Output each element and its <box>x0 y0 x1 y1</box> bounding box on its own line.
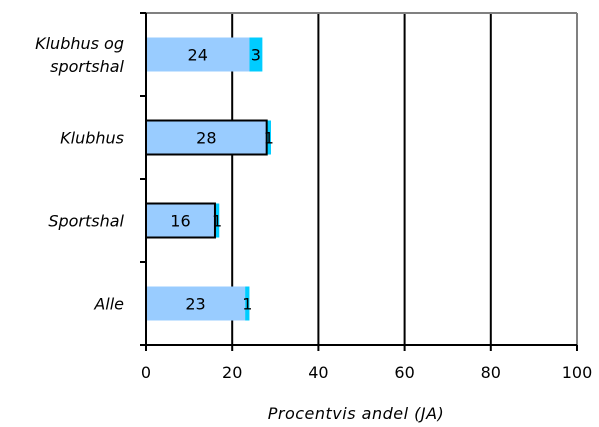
bar-segment-1-0 <box>146 120 267 155</box>
bar-segment-3-0 <box>146 286 246 321</box>
x-tick-label-20: 20 <box>222 363 242 382</box>
bar-segment-0-1 <box>249 37 263 72</box>
data-label-1-1: 1 <box>264 129 274 148</box>
category-label-0: Klubhus og sportshal <box>35 34 124 76</box>
x-axis-title: Procentvis andel (JA) <box>268 404 445 423</box>
data-label-0-0: 24 <box>188 46 208 65</box>
x-tick-label-40: 40 <box>308 363 328 382</box>
category-label-3: Alle <box>93 295 124 314</box>
bar-segment-2-1 <box>214 203 220 238</box>
data-label-2-1: 1 <box>212 212 222 231</box>
data-label-0-1: 3 <box>251 46 261 65</box>
axes <box>140 12 578 351</box>
bars <box>145 37 271 321</box>
category-label-2: Sportshal <box>48 212 124 231</box>
labels: 24 3 Klubhus og sportshal 28 1 Klubhus 16 1 Sport… <box>35 34 592 382</box>
x-tick-label-60: 60 <box>394 363 414 382</box>
bar-segment-2-0 <box>146 203 215 238</box>
data-label-2-0: 16 <box>170 212 190 231</box>
bar-segment-3-1 <box>245 286 250 321</box>
bar-segment-0-0 <box>146 37 250 72</box>
category-label-1: Klubhus <box>60 129 124 148</box>
x-tick-label-0: 0 <box>141 363 151 382</box>
data-label-3-1: 1 <box>242 295 252 314</box>
data-label-3-0: 23 <box>185 295 205 314</box>
x-tick-label-80: 80 <box>481 363 501 382</box>
bar-segment-1-1 <box>266 120 271 155</box>
x-tick-label-100: 100 <box>562 363 593 382</box>
data-label-1-0: 28 <box>196 129 216 148</box>
